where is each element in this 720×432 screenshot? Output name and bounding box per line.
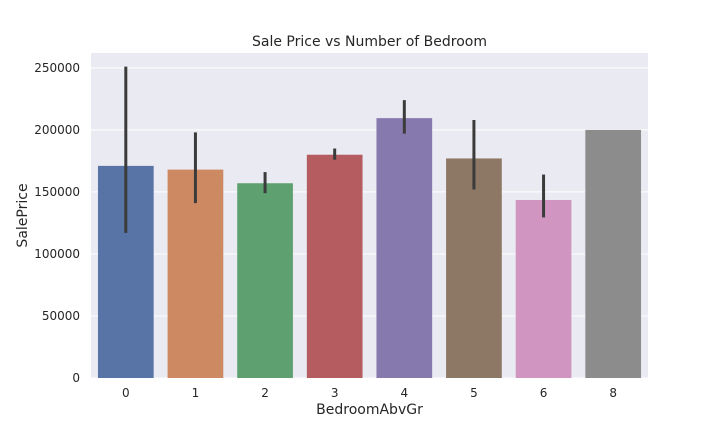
x-tick-label: 5 <box>470 386 478 400</box>
x-tick-label: 1 <box>192 386 200 400</box>
bar-bedroom-6 <box>515 199 572 378</box>
y-tick-label: 200000 <box>34 123 80 137</box>
bar-bedroom-3 <box>306 154 363 378</box>
y-tick-labels: 0 50000 100000 150000 200000 250000 <box>34 61 80 385</box>
x-tick-label: 4 <box>400 386 408 400</box>
x-axis-label: BedroomAbvGr <box>316 402 423 418</box>
bar-bedroom-2 <box>237 183 293 378</box>
y-tick-label: 100000 <box>34 247 80 261</box>
x-tick-label: 2 <box>261 386 269 400</box>
x-tick-labels: 0 1 2 3 4 5 6 8 <box>122 386 617 400</box>
bar-bedroom-1 <box>167 169 224 378</box>
x-tick-label: 3 <box>331 386 339 400</box>
y-tick-label: 150000 <box>34 185 80 199</box>
bar-bedroom-4 <box>376 118 433 378</box>
chart-title: Sale Price vs Number of Bedroom <box>252 34 487 50</box>
error-bars <box>124 66 546 233</box>
x-tick-label: 8 <box>609 386 617 400</box>
bar-bedroom-5 <box>446 158 502 378</box>
y-tick-label: 50000 <box>42 309 80 323</box>
y-axis-label: SalePrice <box>15 183 31 247</box>
y-tick-label: 0 <box>72 371 80 385</box>
bar-bedroom-8 <box>585 129 642 378</box>
x-tick-label: 0 <box>122 386 130 400</box>
y-tick-label: 250000 <box>34 61 80 75</box>
bars <box>97 118 642 378</box>
x-tick-label: 6 <box>540 386 548 400</box>
